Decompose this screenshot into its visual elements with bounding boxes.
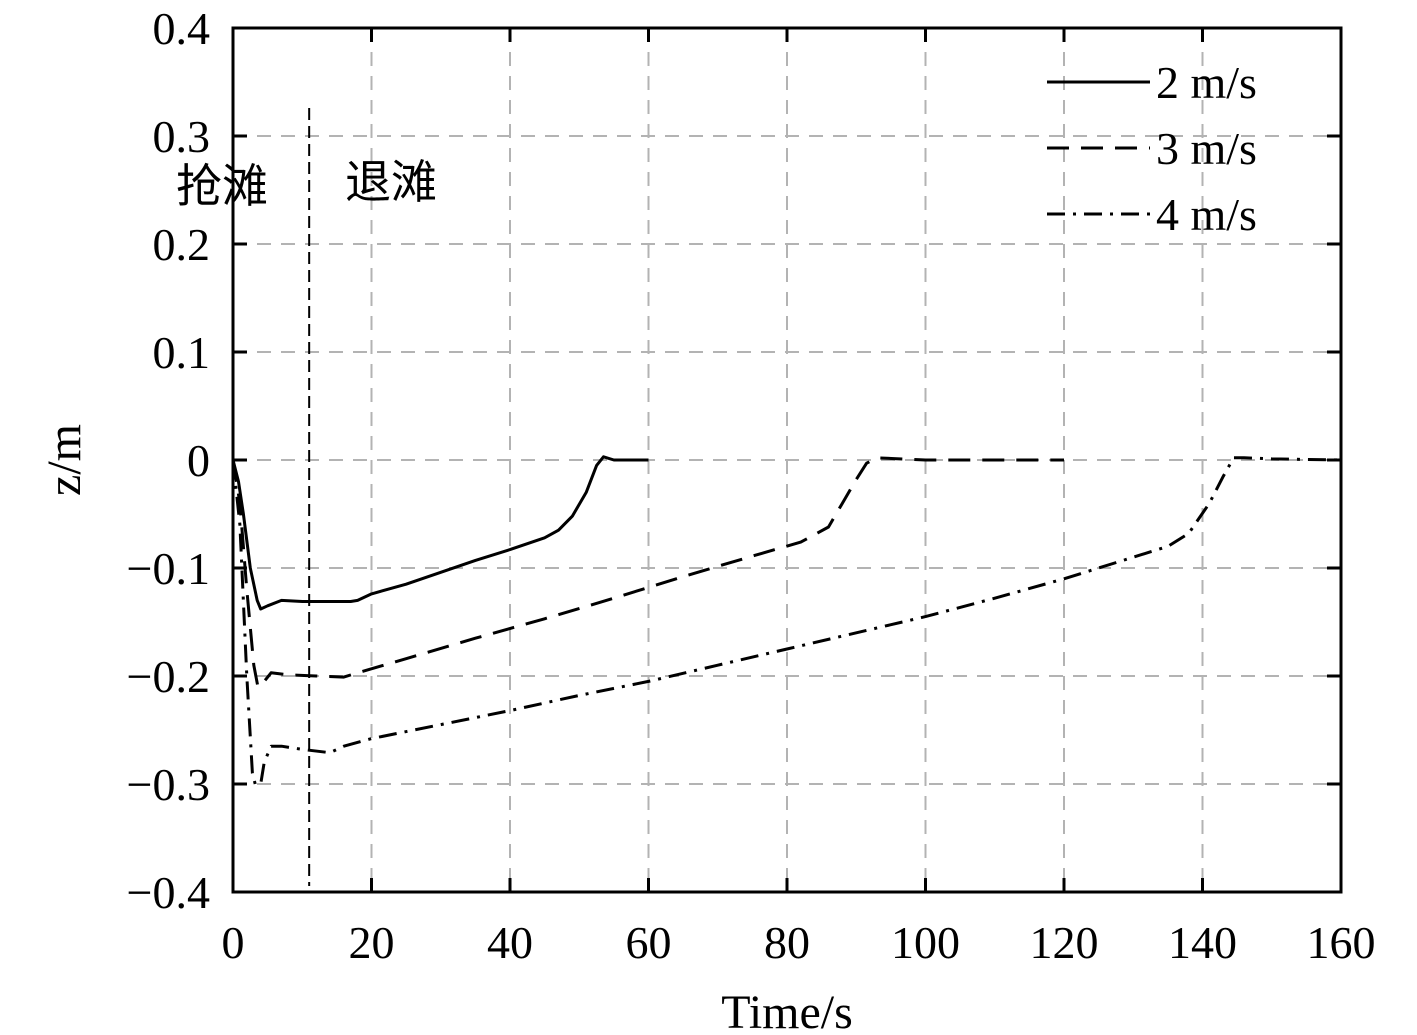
y-tick-label: 0.4 — [153, 3, 211, 54]
y-tick-labels: 0.4 0.3 0.2 0.1 0 −0.1 −0.2 −0.3 −0.4 — [127, 3, 210, 918]
annotation-left-label: 抢滩 — [176, 159, 268, 213]
legend-label: 2 m/s — [1156, 57, 1257, 108]
y-tick-label: −0.4 — [127, 867, 210, 918]
x-tick-label: 60 — [626, 917, 672, 968]
x-tick-label: 40 — [487, 917, 533, 968]
y-tick-label: −0.1 — [127, 543, 210, 594]
annotation-right-label: 退滩 — [345, 155, 437, 209]
y-tick-label: −0.2 — [127, 651, 210, 702]
y-tick-label: 0.1 — [153, 327, 211, 378]
axis-ticks — [231, 26, 1343, 894]
x-tick-label: 120 — [1030, 917, 1099, 968]
series-line-3-m-s — [233, 456, 1064, 689]
y-tick-label: 0.2 — [153, 219, 211, 270]
y-tick-label: −0.3 — [127, 759, 210, 810]
data-series — [233, 455, 1341, 786]
y-axis-title: z/m — [38, 424, 91, 496]
x-axis-title: Time/s — [721, 986, 853, 1035]
series-line-2-m-s — [233, 455, 649, 611]
x-tick-label: 0 — [222, 917, 245, 968]
y-tick-label: 0 — [187, 435, 210, 486]
x-tick-label: 140 — [1168, 917, 1237, 968]
x-tick-label: 100 — [891, 917, 960, 968]
x-tick-labels: 0 20 40 60 80 100 120 140 160 — [222, 917, 1376, 968]
legend: 2 m/s 3 m/s 4 m/s — [1047, 57, 1257, 240]
x-tick-label: 80 — [764, 917, 810, 968]
legend-label: 4 m/s — [1156, 189, 1257, 240]
legend-label: 3 m/s — [1156, 123, 1257, 174]
x-tick-label: 20 — [349, 917, 395, 968]
x-tick-label: 160 — [1307, 917, 1376, 968]
series-line-4-m-s — [233, 456, 1341, 786]
y-tick-label: 0.3 — [153, 111, 211, 162]
